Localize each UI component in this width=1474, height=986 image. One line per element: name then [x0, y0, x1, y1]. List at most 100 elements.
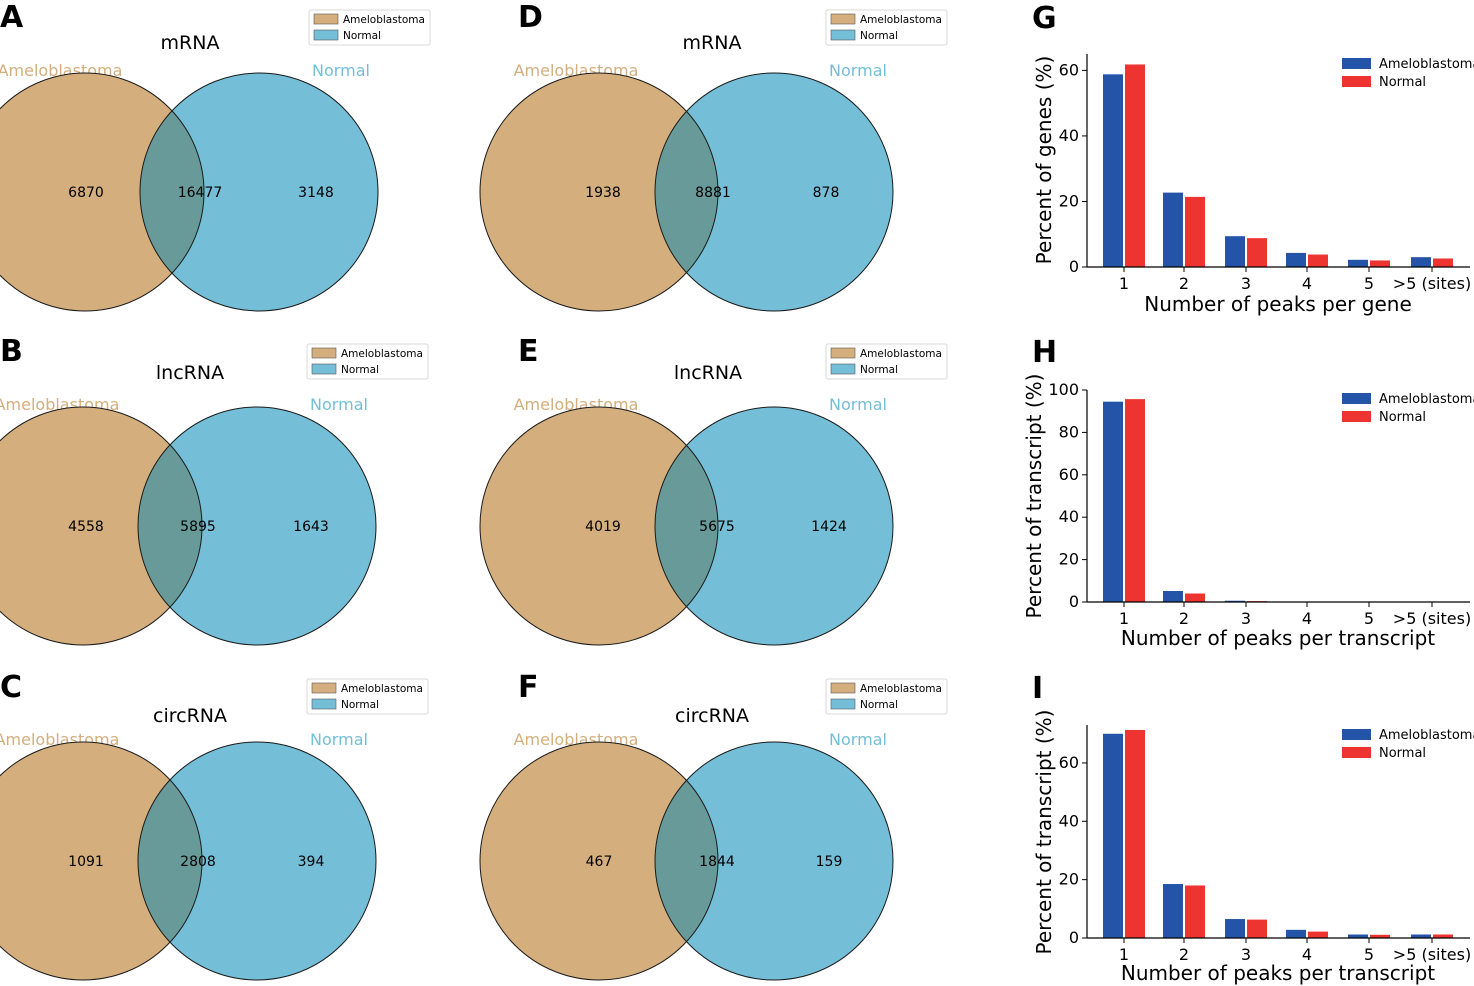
- x-tick-label: >5 (sites): [1393, 609, 1471, 628]
- bar-panel-h: H 0 20 40 60 80 100 1 2 3 4 5 >5 (sites)Number of pe…: [1022, 335, 1474, 650]
- legend-swatch-normal: [313, 29, 339, 41]
- bar-normal-2: [1185, 196, 1205, 267]
- venn-count-ameloblastoma-only: 1938: [585, 185, 621, 201]
- venn-outline-normal: [654, 406, 894, 646]
- y-tick-label: 60: [1059, 465, 1079, 484]
- legend-label-ameloblastoma: Ameloblastoma: [860, 683, 942, 695]
- bar-legend: Ameloblastoma Normal: [1342, 728, 1474, 761]
- y-tick-label: 0: [1069, 928, 1079, 947]
- venn-circle-normal: [138, 742, 376, 980]
- y-tick-label: 60: [1059, 60, 1079, 79]
- legend-label-ameloblastoma: Ameloblastoma: [1379, 57, 1474, 72]
- venn-outline-normal: [654, 72, 894, 312]
- y-tick-label: 40: [1059, 126, 1079, 145]
- x-tick-label: 4: [1302, 609, 1312, 628]
- legend-swatch-normal: [830, 363, 856, 375]
- venn-count-ameloblastoma-only: 4558: [68, 519, 104, 535]
- x-tick-label: 2: [1179, 274, 1189, 293]
- bar-ameloblastoma-3: [1225, 919, 1245, 938]
- venn-legend: Ameloblastoma Normal: [306, 343, 429, 380]
- legend-swatch-ameloblastoma: [1342, 393, 1371, 404]
- legend-swatch-ameloblastoma: [313, 13, 339, 25]
- x-axis-label: Number of peaks per transcript: [1121, 626, 1435, 650]
- venn-outline-ameloblastoma: [0, 72, 205, 312]
- venn-count-ameloblastoma-only: 467: [586, 854, 613, 870]
- legend-label-normal: Normal: [341, 364, 379, 376]
- venn-count-normal-only: 1424: [811, 519, 847, 535]
- venn-outline-normal: [654, 741, 894, 981]
- venn-outline-ameloblastoma: [479, 741, 719, 981]
- bar-ameloblastoma-3: [1225, 600, 1245, 602]
- bar-normal-2: [1185, 885, 1205, 938]
- bar-panel-g: G 0 20 40 60 1 2 3 4 5 >5 (sites)Number of peaks p…: [1032, 1, 1474, 316]
- bar-normal-2: [1185, 593, 1205, 602]
- bar-normal-4: [1308, 254, 1328, 267]
- panel-letter: I: [1032, 671, 1043, 706]
- venn-count-normal-only: 878: [813, 185, 840, 201]
- legend-swatch-ameloblastoma: [830, 347, 856, 359]
- bar-ameloblastoma-4: [1286, 252, 1306, 267]
- bar-normal-5: [1370, 934, 1390, 938]
- y-tick-label: 20: [1059, 870, 1079, 889]
- venn-count-overlap: 2808: [180, 854, 216, 870]
- venn-title: lncRNA: [156, 362, 224, 384]
- bar-ameloblastoma-5: [1348, 259, 1368, 267]
- panel-letter: H: [1032, 335, 1057, 370]
- bar-ameloblastoma-1: [1103, 401, 1123, 602]
- panel-letter: A: [0, 0, 24, 35]
- bar-ameloblastoma-6: [1411, 257, 1431, 267]
- bar-normal-1: [1125, 399, 1145, 602]
- bar-ameloblastoma-2: [1163, 884, 1183, 938]
- x-tick-label: 2: [1179, 945, 1189, 964]
- y-tick-label: 0: [1069, 592, 1079, 611]
- legend-label-ameloblastoma: Ameloblastoma: [343, 14, 425, 26]
- venn-circle-normal: [140, 73, 378, 311]
- legend-label-normal: Normal: [1379, 746, 1426, 761]
- legend-box: [825, 678, 948, 715]
- bar-normal-1: [1125, 729, 1145, 938]
- legend-label-ameloblastoma: Ameloblastoma: [1379, 392, 1474, 407]
- legend-label-ameloblastoma: Ameloblastoma: [1379, 728, 1474, 743]
- venn-legend: Ameloblastoma Normal: [825, 343, 948, 380]
- legend-box: [308, 9, 431, 46]
- x-axis-label: Number of peaks per gene: [1144, 292, 1412, 316]
- bar-panel-i: I 0 20 40 60 1 2 3 4 5 >5 (sites)Number of peaks p…: [1032, 671, 1474, 985]
- legend-label-normal: Normal: [860, 699, 898, 711]
- legend-swatch-ameloblastoma: [1342, 729, 1371, 740]
- y-tick-label: 40: [1059, 811, 1079, 830]
- venn-outline-normal: [139, 72, 379, 312]
- venn-circle-ameloblastoma: [480, 742, 718, 980]
- bar-ameloblastoma-5: [1348, 934, 1368, 938]
- legend-label-ameloblastoma: Ameloblastoma: [860, 348, 942, 360]
- y-tick-label: 100: [1048, 380, 1079, 399]
- panel-letter: B: [0, 334, 23, 369]
- legend-swatch-normal: [1342, 747, 1371, 758]
- venn-title: mRNA: [161, 32, 220, 54]
- bar-normal-6: [1433, 258, 1453, 267]
- legend-swatch-normal: [830, 29, 856, 41]
- venn-legend: Ameloblastoma Normal: [308, 9, 431, 46]
- venn-outline-ameloblastoma: [0, 741, 203, 981]
- legend-label-normal: Normal: [1379, 75, 1426, 90]
- x-tick-label: 4: [1302, 274, 1312, 293]
- legend-label-normal: Normal: [860, 364, 898, 376]
- legend-swatch-normal: [311, 698, 337, 710]
- legend-box: [825, 9, 948, 46]
- y-tick-label: 60: [1059, 753, 1079, 772]
- x-tick-label: 5: [1364, 274, 1374, 293]
- venn-count-overlap: 1844: [699, 854, 735, 870]
- venn-circle-ameloblastoma: [0, 407, 202, 645]
- legend-label-normal: Normal: [1379, 410, 1426, 425]
- venn-outline-ameloblastoma: [479, 72, 719, 312]
- bar-ameloblastoma-1: [1103, 74, 1123, 267]
- x-tick-label: 1: [1119, 945, 1129, 964]
- bar-legend: Ameloblastoma Normal: [1342, 392, 1474, 425]
- venn-count-normal-only: 159: [816, 854, 843, 870]
- set-label-normal: Normal: [829, 395, 887, 414]
- legend-swatch-ameloblastoma: [1342, 58, 1371, 69]
